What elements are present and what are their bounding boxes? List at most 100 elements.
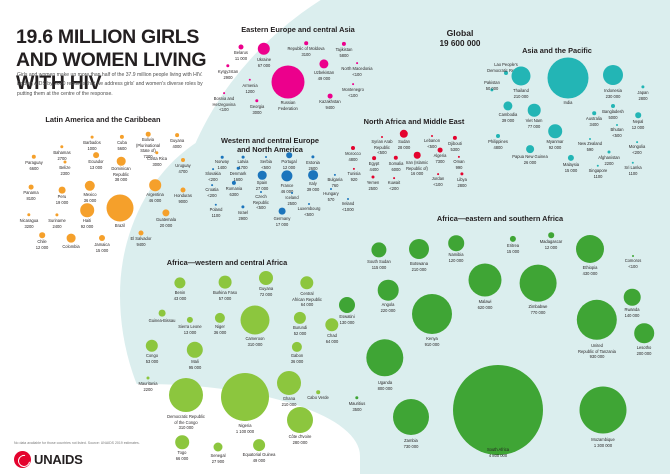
data-note: No data available for those countries no… xyxy=(14,440,140,445)
bubble-label-pakistan: Pakistan 50 000 xyxy=(484,80,500,91)
bubble-bolivia-plurinational-state-of xyxy=(145,131,151,137)
bubble-label-afghanistan: Afghanistan 2200 xyxy=(598,155,620,166)
bubble-label-senegal: Senegal 27 900 xyxy=(210,453,226,464)
bubble-label-bangladesh: Bangladesh 5000 xyxy=(602,109,624,120)
bubble-label-malawi: Malawi 620 000 xyxy=(477,299,493,310)
bubble-thailand xyxy=(511,66,531,86)
region-title-2: Western and central Europe and North Ame… xyxy=(220,136,320,155)
bubble-label-argentina: Argentina 46 000 xyxy=(146,192,164,203)
bubble-label-ecuador: Ecuador 13 000 xyxy=(88,159,104,170)
bubble-label-kuwait: Kuwait <200 xyxy=(387,180,401,191)
bubble-label-mexico: Mexico 36 000 xyxy=(83,192,97,203)
bubble-slovakia xyxy=(212,168,214,170)
bubble-label-uruguay: Uruguay 4700 xyxy=(175,163,191,174)
bubble-label-sudan: Sudan 28 000 xyxy=(397,139,411,150)
bubble-united-republic-of-tanzania xyxy=(576,299,618,341)
bubble-mongolia xyxy=(636,141,638,143)
bubble-label-uzbekistan: Uzbekistan 49 000 xyxy=(313,70,335,81)
bubble-label-chad: Chad 64 000 xyxy=(325,333,339,344)
bubble-label-syrian-arab-republic: Syrian Arab Republic <500 xyxy=(371,139,393,156)
bubble-ecuador xyxy=(93,152,99,158)
bubble-sri-lanka xyxy=(631,161,635,165)
bubble-tunisia xyxy=(352,167,356,171)
bubble-label-djibouti: Djibouti 5300 xyxy=(448,141,462,152)
region-title-4: Asia and the Pacific xyxy=(522,46,592,55)
bubble-lao-people-s-democratic-republic xyxy=(504,71,508,75)
bubble-label-gabon: Gabon 36 000 xyxy=(290,353,304,364)
bubble-haiti xyxy=(80,203,94,217)
bubble-burundi xyxy=(293,311,307,325)
bubble-ukraine xyxy=(257,42,271,56)
bubble-kyrgyzstan xyxy=(226,64,230,68)
bubble-jamaica xyxy=(99,235,105,241)
bubble-estonia xyxy=(311,155,315,159)
bubble-label-georgia: Georgia 3000 xyxy=(249,104,265,115)
bubble-label-montenegro: Montenegro <100 xyxy=(342,87,364,98)
bubble-sudan xyxy=(399,129,409,139)
bubble-label-jordan: Jordan <100 xyxy=(431,176,445,187)
bubble-bulgaria xyxy=(333,173,337,177)
bubble-label-mongolia: Mongolia <200 xyxy=(628,144,646,155)
unaids-logo-text: UNAIDS xyxy=(34,452,83,467)
bubble-label-morocco: Morocco 4800 xyxy=(345,151,361,162)
bubble-label-denmark: Denmark 1600 xyxy=(229,171,247,182)
page-title: 19.6 MILLION GIRLS AND WOMEN LIVING WITH… xyxy=(16,26,207,94)
bubble-israel xyxy=(241,205,245,209)
bubble-mauritius xyxy=(355,396,359,400)
bubble-label-panama: Panama 8100 xyxy=(23,190,39,201)
bubble-bangladesh xyxy=(611,104,615,108)
bubble-south-sudan xyxy=(371,242,387,258)
bubble-label-costa-rica: Costa Rica 3000 xyxy=(146,156,168,167)
bubble-label-north-macedonia: North Macedonia <100 xyxy=(341,66,373,77)
bubble-label-india: India xyxy=(563,100,573,105)
bubble-madagascar xyxy=(548,232,554,238)
bubble-label-estonia: Estonia 2600 xyxy=(306,160,320,171)
bubble-label-congo: Congo 53 000 xyxy=(145,353,159,364)
bubble-angola xyxy=(377,279,399,301)
bubble-argentina xyxy=(149,179,161,191)
bubble-north-macedonia xyxy=(356,62,358,64)
bubble-france xyxy=(281,170,293,182)
bubble-colombia xyxy=(66,233,76,243)
bubble-label-yemen: Yemen 2500 xyxy=(366,180,380,191)
bubble-oman xyxy=(457,155,461,159)
bubble-mozambique xyxy=(579,386,627,434)
bubble-paraguay xyxy=(31,154,37,160)
bubble-iran-islamic-republic-of xyxy=(413,151,421,159)
region-title-3: North Africa and Middle East xyxy=(363,117,465,126)
bubble-barbados xyxy=(90,135,94,139)
bubble-label-dominican-republic: Dominican Republic 38 000 xyxy=(111,166,131,183)
bubble-norway xyxy=(220,155,224,159)
bubble-label-south-sudan: South Sudan 115 000 xyxy=(367,259,391,270)
bubble-malaysia xyxy=(567,154,575,162)
bubble-mauritania xyxy=(146,376,150,380)
bubble-lebanon xyxy=(431,135,433,137)
bubble-mexico xyxy=(84,180,96,192)
bubble-label-mozambique: Mozambique 1 300 000 xyxy=(591,437,615,448)
bubble-label-barbados: Barbados 1000 xyxy=(83,140,101,151)
bubble-label-comoros: Comoros <100 xyxy=(624,258,642,269)
bubble-label-egypt: Egypt 4400 xyxy=(368,161,380,172)
bubble-south-africa xyxy=(453,365,543,455)
bubble-label-jamaica: Jamaica 15 000 xyxy=(94,242,110,253)
bubble-label-ghana: Ghana 210 000 xyxy=(281,396,297,407)
bubble-jordan xyxy=(437,173,439,175)
bubble-afghanistan xyxy=(607,150,611,154)
bubble-panama xyxy=(28,184,34,190)
bubble-yemen xyxy=(371,175,375,179)
unaids-ribbon-icon xyxy=(14,451,31,468)
bubble-label-zimbabwe: Zimbabwe 770 000 xyxy=(528,304,548,315)
bubble-label-brazil: Brazil xyxy=(114,223,126,228)
bubble-zambia xyxy=(393,399,429,435)
bubble-myanmar xyxy=(548,124,562,138)
bubble-label-japan: Japan 2800 xyxy=(637,90,649,101)
bubble-label-viet-nam: Viet Nam 77 000 xyxy=(525,118,543,129)
bubble-serbia xyxy=(265,156,267,158)
bubble-label-central-african-republic: Central African Republic 64 000 xyxy=(292,291,322,308)
bubble-label-oman: Oman 990 xyxy=(453,159,465,170)
bubble-label-czech-republic: Czech Republic <500 xyxy=(253,194,269,211)
bubble-label-south-africa: South Africa 4 800 000 xyxy=(486,447,510,458)
bubble-label-madagascar: Madagascar 12 000 xyxy=(539,239,563,250)
bubble-label-myanmar: Myanmar 92 000 xyxy=(546,139,564,150)
bubble-label-russian-federation: Russian Federation xyxy=(278,100,298,111)
